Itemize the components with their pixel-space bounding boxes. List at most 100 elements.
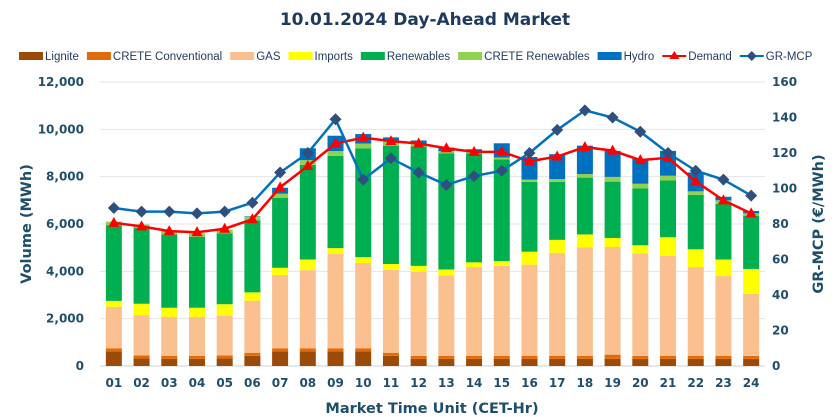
bar-imports <box>188 307 205 317</box>
bar-gas <box>521 264 538 356</box>
y2-axis-title: GR-MCP (€/MWh) <box>811 154 827 293</box>
y-axis-left: 0 2,000 4,000 6,000 8,000 10,000 12,000 <box>38 75 84 373</box>
bar-lignite <box>493 358 510 366</box>
gr-mcp-point <box>107 202 120 215</box>
demand-point <box>523 155 535 166</box>
bar-crete-conventional <box>272 348 289 352</box>
bar-renewables <box>327 155 344 249</box>
legend-label-crete-conventional: CRETE Conventional <box>113 51 222 63</box>
legend-swatch-hydro <box>597 52 622 60</box>
bar-gas <box>355 263 372 349</box>
bar-crete-conventional <box>438 355 455 359</box>
bar-crete-conventional <box>382 352 399 356</box>
bar-gas <box>133 315 150 356</box>
x-tick-label: 10 <box>355 376 372 390</box>
x-tick-label: 19 <box>604 376 621 390</box>
y-tick-label: 4,000 <box>46 264 84 278</box>
bar-imports <box>549 239 566 253</box>
bar-crete-conventional <box>743 355 760 359</box>
gr-mcp-point <box>301 147 314 159</box>
y2-tick-label: 40 <box>772 288 789 302</box>
bar-crete-conventional <box>466 355 483 359</box>
gr-mcp-point <box>634 125 647 138</box>
bar-renewables <box>188 236 205 308</box>
x-tick-label: 12 <box>410 376 427 390</box>
demand-point <box>330 137 342 148</box>
bar-crete-renewables <box>660 175 677 181</box>
bar-imports <box>715 259 732 277</box>
bar-renewables <box>521 181 538 252</box>
bar-crete-conventional <box>299 348 316 352</box>
bar-imports <box>299 259 316 271</box>
bar-imports <box>133 303 150 316</box>
bar-crete-conventional <box>161 355 178 359</box>
bar-crete-renewables <box>549 179 566 182</box>
demand-point <box>246 213 258 224</box>
bar-gas <box>327 254 344 349</box>
bar-renewables <box>161 234 178 308</box>
gr-mcp-point <box>357 173 370 186</box>
x-axis: 01 02 03 04 05 06 07 08 09 10 11 12 13 14 15 16 17 18 19 20… <box>106 376 760 390</box>
bar-imports <box>382 263 399 270</box>
bar-imports <box>161 307 178 317</box>
legend-label-hydro: Hydro <box>624 51 655 63</box>
bar-renewables <box>133 228 150 304</box>
bar-imports <box>576 234 593 248</box>
bar-renewables <box>438 153 455 270</box>
legend-label-gr-mcp: GR-MCP <box>766 51 813 63</box>
legend-swatch-renewables <box>360 52 385 60</box>
bar-gas <box>660 255 677 356</box>
x-tick-label: 13 <box>438 376 455 390</box>
bar-imports <box>438 269 455 276</box>
bar-renewables <box>216 233 233 305</box>
bar-crete-conventional <box>549 355 566 359</box>
gr-mcp-point <box>440 178 453 191</box>
bar-renewables <box>382 145 399 264</box>
gr-mcp-point <box>190 207 203 220</box>
gridlines <box>100 81 765 367</box>
bar-lignite <box>466 358 483 366</box>
bar-crete-conventional <box>715 355 732 359</box>
bar-renewables <box>549 181 566 240</box>
bar-lignite <box>272 351 289 366</box>
bar-lignite <box>410 358 427 366</box>
gr-mcp-point <box>495 164 508 177</box>
bar-gas <box>382 269 399 353</box>
bar-renewables <box>715 203 732 260</box>
bar-crete-renewables <box>687 191 704 195</box>
bar-gas <box>687 267 704 356</box>
legend-label-gas: GAS <box>256 51 281 63</box>
bar-renewables <box>632 188 649 246</box>
bar-lignite <box>355 351 372 366</box>
bar-crete-conventional <box>687 355 704 359</box>
bar-crete-conventional <box>327 348 344 352</box>
bar-imports <box>521 251 538 265</box>
bar-crete-renewables <box>438 151 455 154</box>
x-tick-label: 02 <box>133 376 150 390</box>
y2-tick-label: 80 <box>772 217 789 231</box>
y2-tick-label: 20 <box>772 324 789 338</box>
y-tick-label: 2,000 <box>46 312 84 326</box>
bar-crete-renewables <box>604 176 621 182</box>
x-tick-label: 08 <box>299 376 316 390</box>
bar-gas <box>161 316 178 356</box>
y2-tick-label: 100 <box>772 182 797 196</box>
bar-crete-renewables <box>632 183 649 189</box>
lines <box>107 104 758 237</box>
bar-lignite <box>161 358 178 366</box>
bar-renewables <box>604 181 621 238</box>
bar-imports <box>244 292 261 301</box>
x-tick-label: 23 <box>715 376 732 390</box>
gr-mcp-point <box>523 147 536 159</box>
bar-renewables <box>466 153 483 263</box>
gr-mcp-point <box>246 196 259 209</box>
demand-line <box>113 136 752 234</box>
legend-swatch-imports <box>288 52 313 60</box>
gr-mcp-point <box>717 173 730 186</box>
bar-gas <box>549 252 566 356</box>
bar-lignite <box>327 351 344 366</box>
demand-point <box>607 144 619 155</box>
bar-gas <box>188 316 205 356</box>
x-tick-label: 18 <box>577 376 594 390</box>
bar-crete-renewables <box>576 174 593 178</box>
